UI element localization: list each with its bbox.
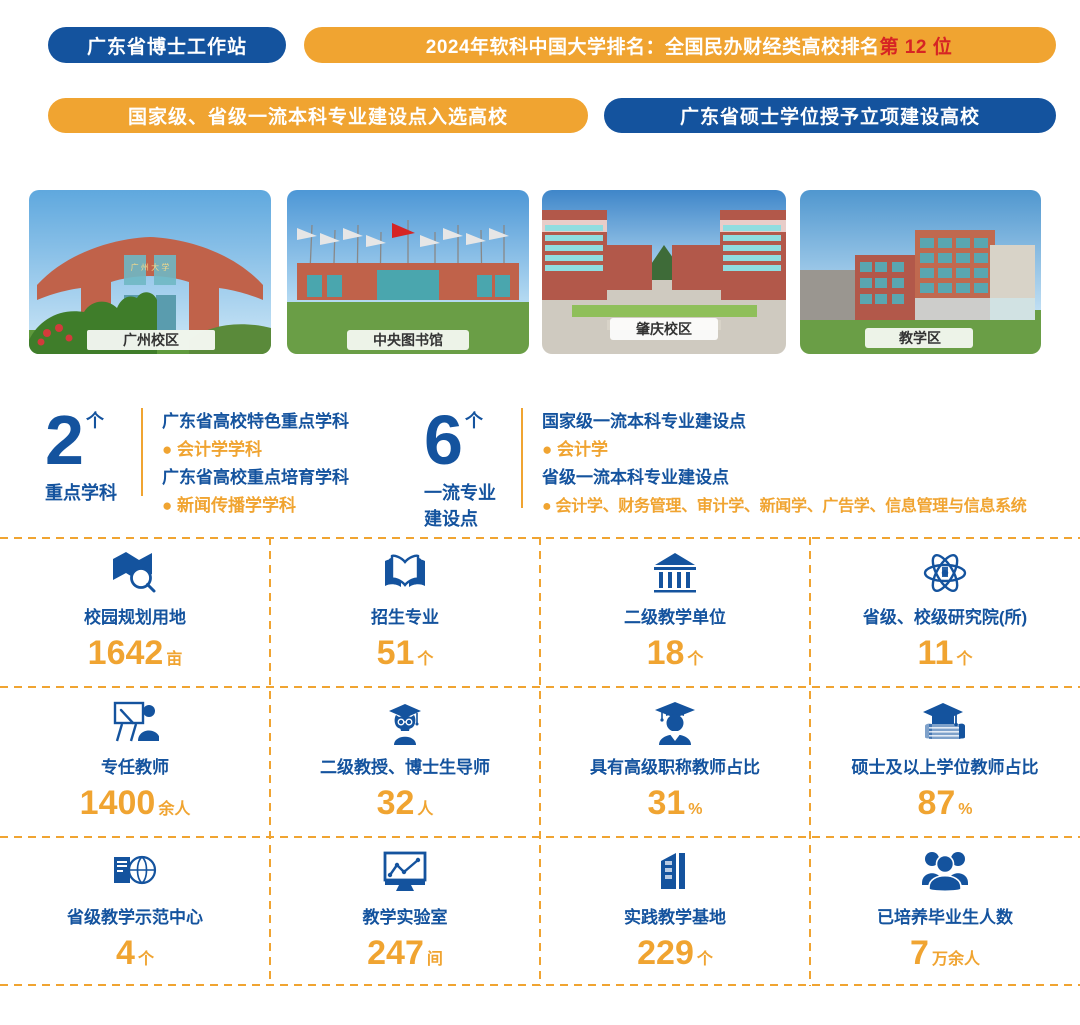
svg-text:肇庆校区: 肇庆校区: [636, 321, 692, 337]
svg-text:广 州 大 学: 广 州 大 学: [131, 262, 170, 272]
svg-text:广州校区: 广州校区: [123, 332, 179, 348]
svg-text:教学区: 教学区: [899, 330, 941, 346]
svg-text:中央图书馆: 中央图书馆: [373, 332, 443, 348]
